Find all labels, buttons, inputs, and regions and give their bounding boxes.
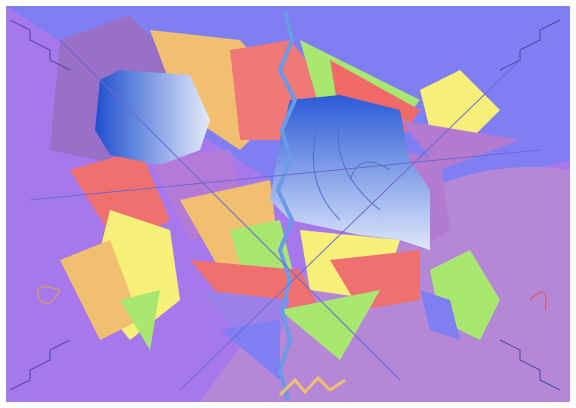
zigzag	[275, 9, 298, 401]
shape	[60, 240, 140, 340]
line	[29, 149, 541, 201]
shape	[280, 290, 380, 360]
line	[179, 59, 521, 391]
shape	[420, 70, 500, 140]
zigzag	[278, 375, 346, 397]
steps	[499, 339, 561, 391]
shape	[330, 250, 420, 310]
curve	[312, 119, 391, 221]
steps	[499, 19, 561, 71]
steps	[9, 339, 71, 391]
gradient-blob	[270, 95, 430, 250]
steps	[9, 19, 71, 71]
curve	[37, 286, 61, 304]
curve	[529, 291, 547, 311]
shape	[220, 320, 280, 380]
gradient-blob	[95, 70, 210, 165]
line	[59, 39, 401, 381]
shape	[420, 290, 460, 340]
shape	[120, 290, 160, 350]
